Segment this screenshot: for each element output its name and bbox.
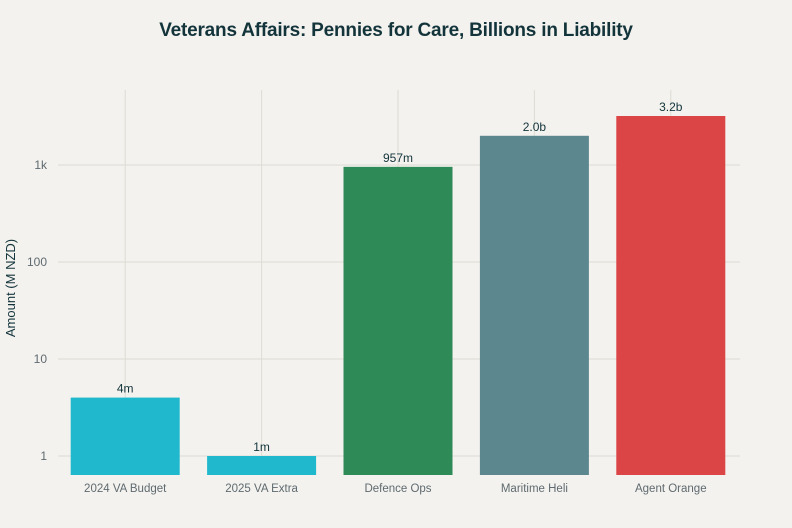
data-label: 3.2b — [659, 100, 683, 114]
bars — [70, 116, 726, 475]
y-tick-label: 1k — [34, 158, 48, 172]
bar — [70, 397, 180, 475]
y-tick-label: 10 — [34, 352, 48, 366]
x-tick-label: Defence Ops — [364, 483, 431, 495]
bar — [343, 166, 453, 475]
bar — [616, 116, 726, 475]
data-label: 2.0b — [523, 120, 547, 134]
y-axis-label: Amount (M NZD) — [3, 239, 18, 337]
y-tick-label: 100 — [27, 255, 47, 269]
x-tick-label: 2024 VA Budget — [84, 483, 167, 495]
data-label: 4m — [117, 382, 134, 396]
chart-title: Veterans Affairs: Pennies for Care, Bill… — [159, 20, 633, 41]
data-label: 1m — [253, 440, 270, 454]
x-tick-label: 2025 VA Extra — [225, 483, 298, 495]
y-axis-ticks: 1 10 100 1k — [27, 158, 48, 463]
bar — [207, 456, 317, 475]
x-tick-label: Agent Orange — [635, 483, 707, 495]
y-tick-label: 1 — [40, 449, 47, 463]
data-label: 957m — [383, 151, 413, 165]
x-tick-label: Maritime Heli — [501, 483, 568, 495]
data-labels: 4m 1m 957m 2.0b 3.2b — [117, 100, 683, 454]
bar — [479, 135, 589, 475]
x-axis-ticks: 2024 VA Budget 2025 VA Extra Defence Ops Ma… — [84, 483, 707, 495]
